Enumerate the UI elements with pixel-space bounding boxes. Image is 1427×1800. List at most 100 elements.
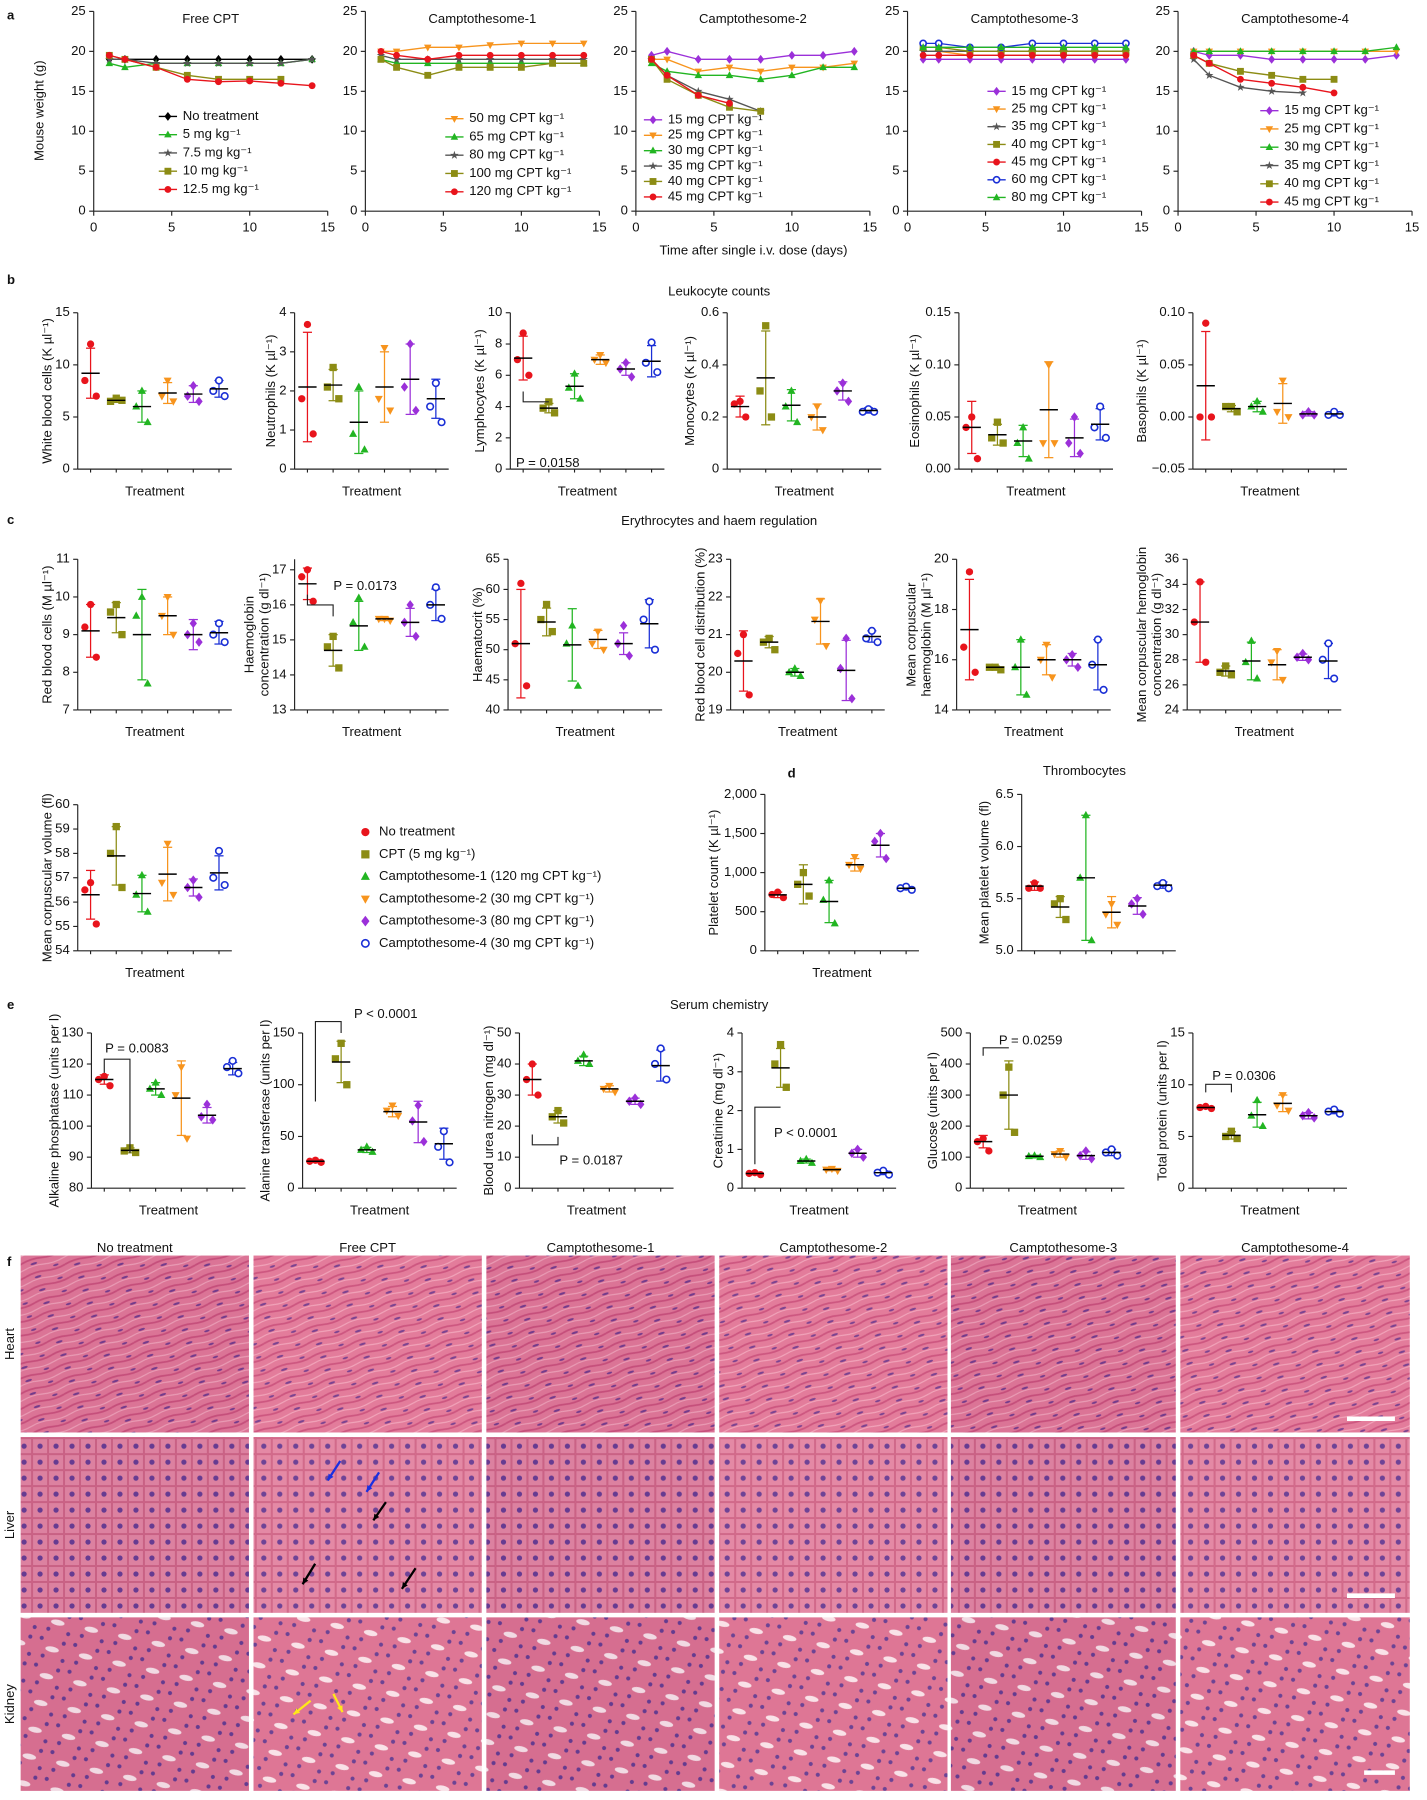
marker — [112, 600, 120, 609]
legend-label: 35 mg CPT kg⁻¹ — [1011, 118, 1106, 133]
y-tick-label: 26 — [1165, 676, 1180, 691]
y-axis-label: Haematocrit (%) — [470, 587, 485, 682]
marker — [822, 643, 831, 651]
y-tick-label: 0 — [350, 203, 357, 218]
marker — [513, 356, 522, 364]
significance-bracket — [754, 1106, 781, 1165]
marker — [725, 71, 734, 79]
arrow-head — [401, 1582, 408, 1589]
marker — [408, 1116, 417, 1126]
y-tick-label: 58 — [55, 845, 70, 860]
marker — [414, 1100, 422, 1111]
marker — [576, 394, 585, 402]
marker — [1005, 1063, 1013, 1071]
y-tick-label: 36 — [1165, 551, 1180, 566]
y-tick-label: 55 — [485, 611, 500, 626]
histology-image — [486, 1437, 715, 1613]
legend-marker — [992, 122, 1001, 131]
marker — [1310, 1113, 1318, 1123]
x-axis-label: Treatment — [139, 1203, 199, 1218]
marker — [839, 378, 847, 388]
arrow-head — [337, 1705, 343, 1713]
arrow-head — [373, 1513, 380, 1521]
x-axis-label: Treatment — [1240, 483, 1300, 498]
marker — [137, 870, 146, 879]
marker — [802, 1154, 811, 1163]
legend-marker — [361, 850, 370, 859]
histology-image — [950, 1255, 1176, 1433]
marker — [331, 1055, 340, 1063]
marker — [662, 1075, 671, 1084]
y-tick-label: 20 — [885, 43, 900, 58]
marker — [1267, 86, 1276, 95]
series-line — [109, 54, 313, 87]
x-tick-label: 5 — [440, 220, 447, 235]
marker — [169, 891, 178, 900]
y-tick-label: 0 — [750, 942, 757, 957]
marker — [1093, 635, 1102, 644]
marker — [816, 597, 825, 606]
legend-label: 80 mg CPT kg⁻¹ — [469, 147, 564, 162]
marker — [807, 1158, 816, 1166]
y-tick-label: 28 — [1165, 651, 1180, 666]
marker — [1122, 47, 1130, 55]
marker — [850, 63, 859, 71]
y-tick-label: 25 — [343, 3, 358, 18]
marker — [1258, 1121, 1267, 1130]
marker — [151, 1078, 160, 1086]
series-line — [380, 58, 584, 77]
marker — [1284, 414, 1293, 422]
legend-marker — [450, 170, 458, 177]
marker — [112, 394, 120, 402]
y-tick-label: 10 — [885, 123, 900, 138]
x-axis-label: Treatment — [1235, 724, 1295, 739]
x-tick-label: 0 — [362, 220, 369, 235]
y-axis-label: Basophils (K µl⁻¹) — [1134, 339, 1149, 442]
x-axis-label: Treatment — [1018, 1203, 1078, 1218]
legend-marker — [1265, 106, 1273, 116]
marker — [611, 1089, 620, 1097]
legend-label: 40 mg CPT kg⁻¹ — [1284, 175, 1379, 190]
y-tick-label: 10 — [55, 588, 70, 603]
row-label: Kidney — [2, 1684, 17, 1725]
legend-label: Camptothesome-1 (120 mg CPT kg⁻¹) — [379, 868, 601, 883]
series-line — [650, 58, 730, 104]
marker — [622, 358, 630, 368]
marker — [1196, 413, 1204, 421]
marker — [354, 382, 363, 390]
legend-marker — [450, 115, 459, 123]
marker — [1222, 402, 1230, 411]
marker — [195, 396, 203, 407]
y-tick-label: 0 — [892, 203, 899, 218]
marker — [1330, 674, 1339, 683]
marker — [1139, 909, 1147, 920]
legend-marker — [450, 150, 459, 159]
y-tick-label: 300 — [940, 1087, 962, 1102]
marker — [157, 879, 166, 887]
section-title: Serum chemistry — [670, 997, 769, 1012]
y-tick-label: 40 — [497, 1055, 512, 1070]
legend-label: CPT (5 mg kg⁻¹) — [379, 846, 475, 861]
y-tick-label: 110 — [63, 1087, 84, 1102]
x-tick-label: 0 — [904, 220, 911, 235]
marker — [386, 407, 395, 415]
legend-label: No treatment — [379, 824, 455, 839]
y-tick-label: 0 — [78, 203, 85, 218]
column-label: Free CPT — [339, 1240, 396, 1255]
histology-image — [719, 1255, 948, 1433]
marker — [1050, 900, 1059, 908]
legend-marker — [361, 827, 370, 837]
marker — [694, 71, 703, 79]
y-tick-label: 60 — [55, 796, 70, 811]
y-tick-label: 25 — [1155, 3, 1170, 18]
image-tint — [486, 1617, 715, 1791]
x-tick-label: 5 — [168, 220, 175, 235]
legend-marker — [649, 115, 657, 125]
marker — [183, 58, 192, 67]
y-tick-label: 1 — [727, 1141, 734, 1156]
marker — [393, 63, 400, 71]
series-line — [651, 58, 855, 73]
marker — [1324, 410, 1333, 419]
series-line — [380, 54, 584, 61]
x-tick-label: 10 — [242, 220, 257, 235]
